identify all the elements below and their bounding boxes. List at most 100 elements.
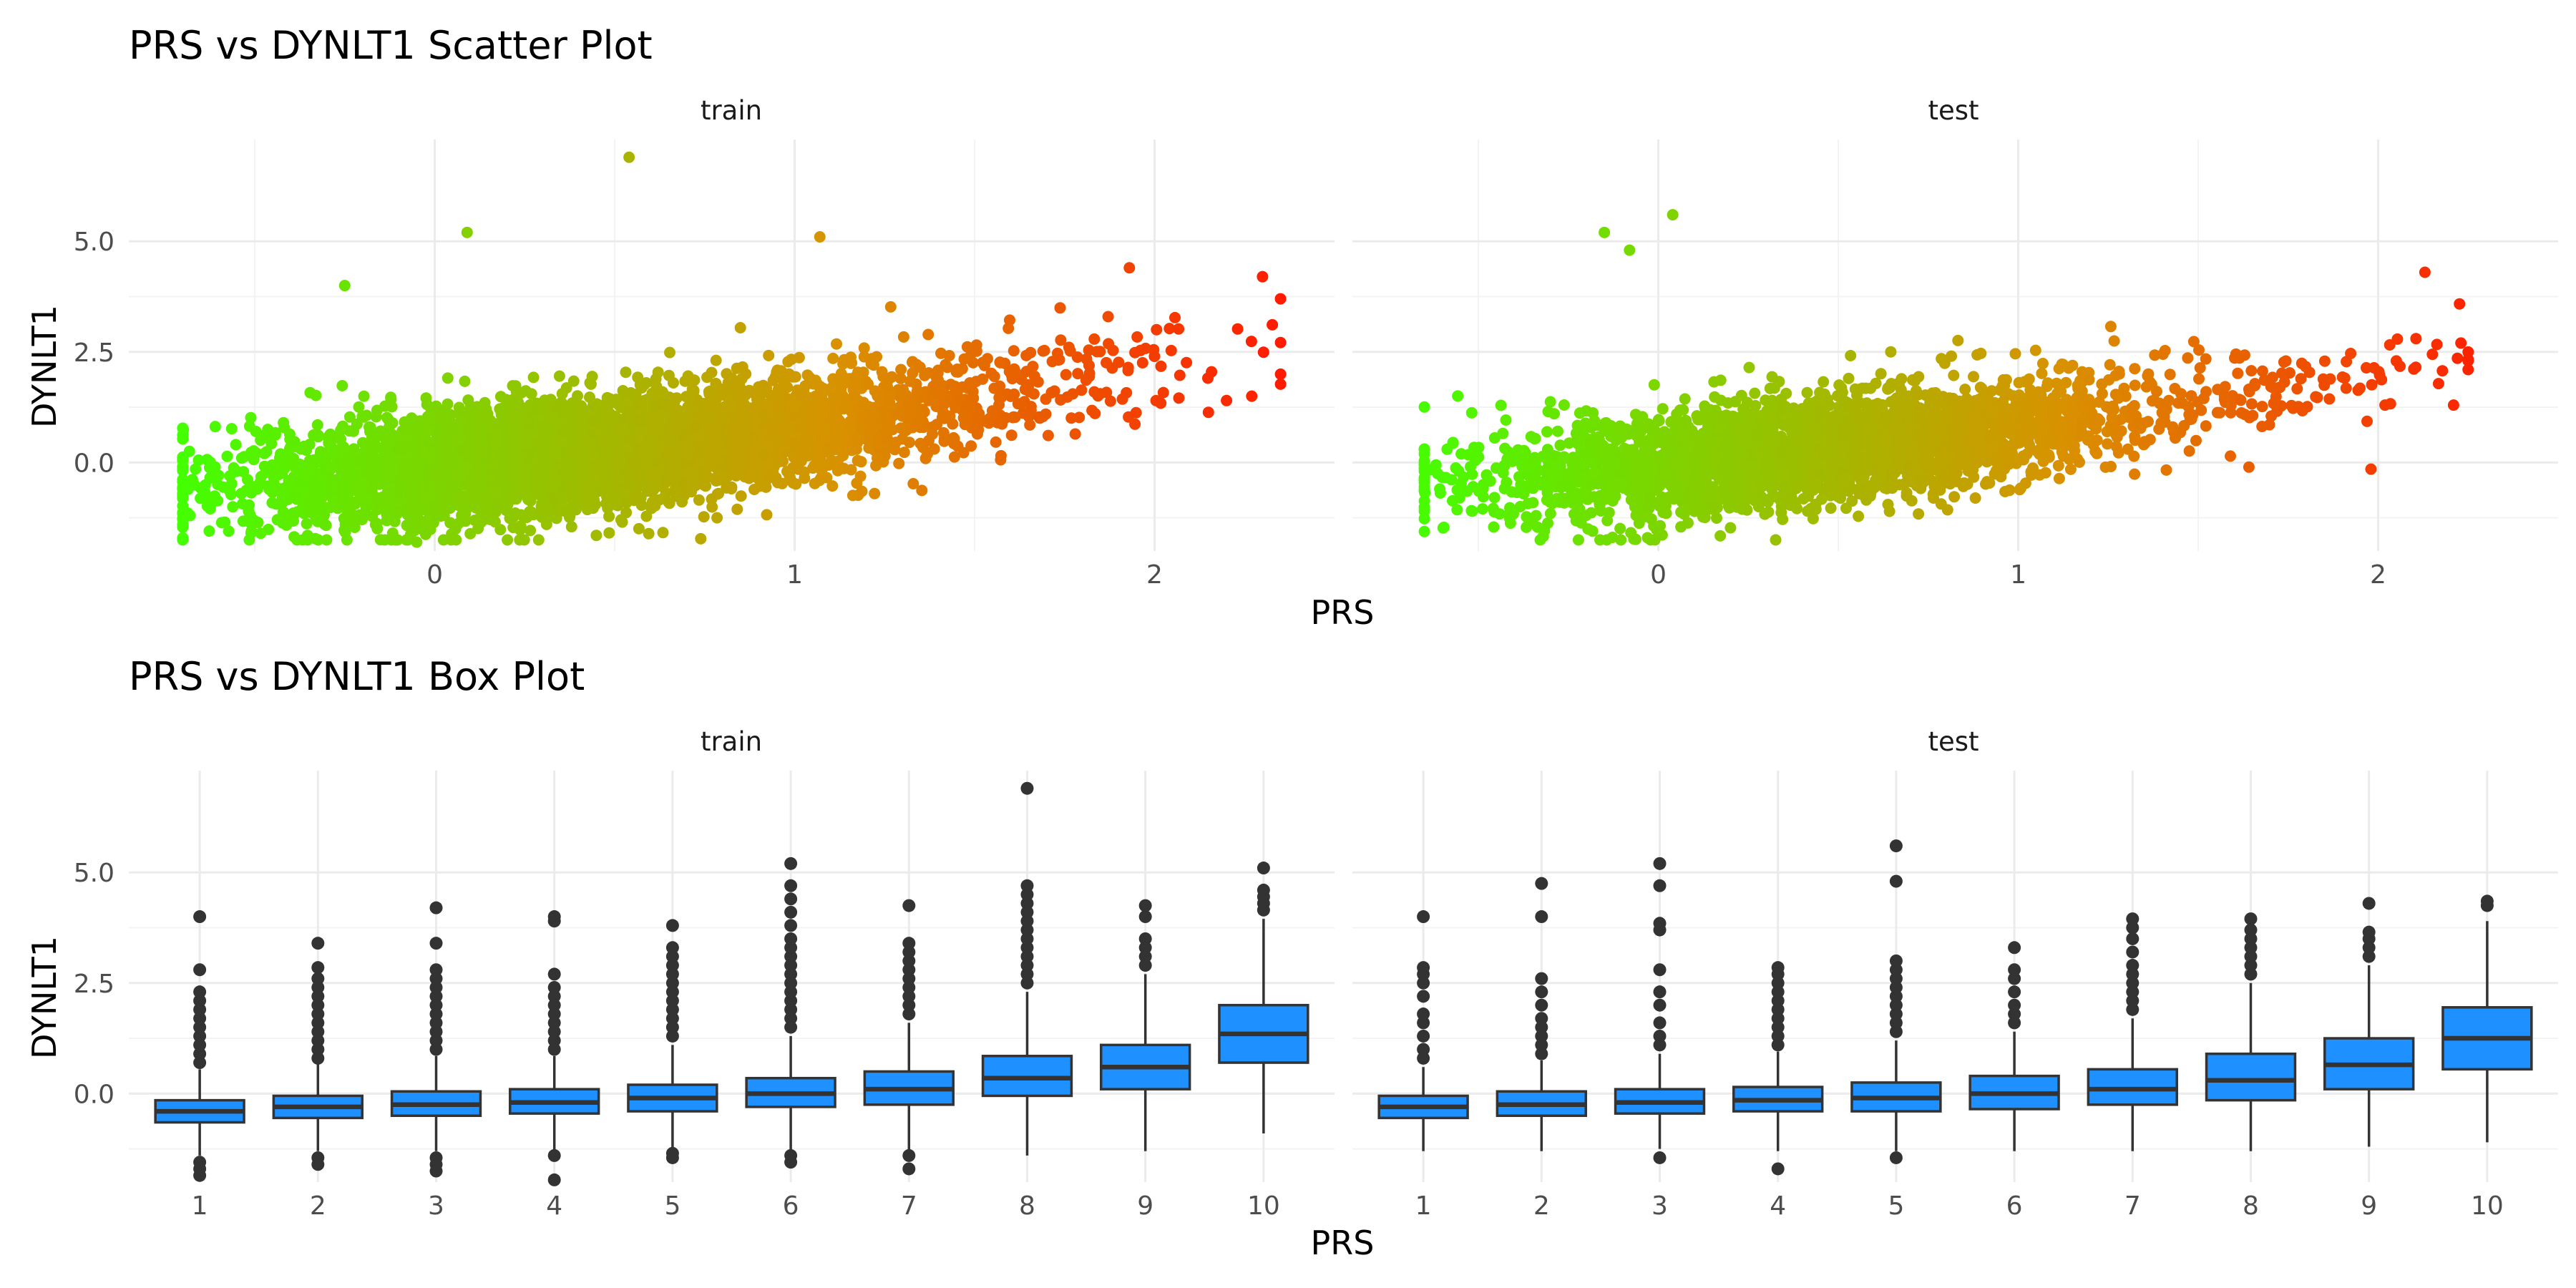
scatter-point <box>199 479 211 491</box>
scatter-point <box>237 498 248 509</box>
scatter-point <box>587 448 599 460</box>
scatter-point <box>515 509 527 521</box>
scatter-point <box>1174 369 1186 381</box>
scatter-point <box>1025 346 1037 358</box>
scatter-point <box>723 404 736 416</box>
scatter-point <box>354 456 366 468</box>
scatter-point <box>693 431 705 443</box>
scatter-point <box>632 442 644 454</box>
scatter-point <box>288 489 300 501</box>
scatter-point <box>628 494 640 507</box>
scatter-point <box>412 456 424 468</box>
scatter-point <box>758 449 770 462</box>
scatter-point <box>295 479 306 492</box>
scatter-point <box>664 346 675 358</box>
scatter-point <box>1148 351 1161 362</box>
scatter-facet-label-test: test <box>1928 95 1979 126</box>
scatter-point <box>965 440 977 452</box>
scatter-title: PRS vs DYNLT1 Scatter Plot <box>129 23 653 68</box>
scatter-point <box>706 501 718 513</box>
scatter-point <box>1102 311 1114 323</box>
scatter-point <box>1155 397 1167 409</box>
scatter-point <box>763 349 775 361</box>
scatter-point <box>558 460 570 472</box>
scatter-point <box>235 452 248 464</box>
scatter-point <box>858 342 870 354</box>
scatter-point <box>652 441 664 453</box>
scatter-point <box>970 345 982 357</box>
scatter-point <box>204 503 216 514</box>
scatter-point <box>490 483 502 495</box>
scatter-point <box>225 423 238 435</box>
scatter-point <box>1008 363 1020 375</box>
scatter-point <box>743 472 754 484</box>
scatter-point <box>404 489 416 502</box>
scatter-point <box>227 501 239 513</box>
scatter-point <box>761 509 773 521</box>
scatter-point <box>713 487 725 499</box>
scatter-point <box>958 353 970 365</box>
scatter-point <box>235 487 248 499</box>
scatter-point <box>371 404 383 416</box>
scatter-point <box>203 525 215 537</box>
scatter-point <box>622 442 634 454</box>
scatter-point <box>223 525 235 537</box>
scatter-point <box>464 527 477 540</box>
scatter-point <box>1014 398 1026 410</box>
scatter-point <box>735 490 747 502</box>
scatter-point <box>872 452 883 464</box>
scatter-point <box>816 399 828 411</box>
scatter-point <box>1151 323 1163 336</box>
scatter-point <box>739 389 751 401</box>
scatter-point <box>1064 345 1076 357</box>
scatter-point <box>273 452 286 464</box>
scatter-point <box>255 527 267 540</box>
scatter-point <box>844 421 857 433</box>
scatter-point <box>680 391 692 403</box>
scatter-point <box>291 534 303 546</box>
scatter-point <box>793 351 805 364</box>
scatter-point <box>1055 334 1067 346</box>
scatter-point <box>1274 378 1287 390</box>
scatter-point <box>827 352 839 364</box>
scatter-point <box>270 498 282 510</box>
scatter-point <box>733 453 745 465</box>
scatter-point <box>836 371 849 383</box>
scatter-point <box>248 445 260 457</box>
scatter-point <box>707 412 719 424</box>
scatter-point <box>828 440 840 452</box>
scatter-point <box>595 457 608 468</box>
scatter-point <box>438 494 450 507</box>
scatter-point <box>245 411 257 424</box>
scatter-point <box>817 420 829 432</box>
scatter-point <box>1267 318 1279 331</box>
scatter-point <box>389 515 401 527</box>
scatter-point <box>494 391 507 403</box>
scatter-point <box>278 482 291 494</box>
scatter-point <box>1037 345 1049 357</box>
scatter-point <box>768 398 780 410</box>
scatter-point <box>1088 386 1101 398</box>
scatter-point <box>893 457 905 469</box>
scatter-point <box>565 485 577 497</box>
scatter-point <box>570 504 582 516</box>
scatter-point <box>1005 429 1018 441</box>
scatter-point <box>1130 406 1142 419</box>
scatter-point <box>521 436 533 449</box>
scatter-point <box>484 514 496 525</box>
scatter-point <box>507 522 519 534</box>
scatter-point <box>895 364 907 376</box>
scatter-point <box>464 426 476 438</box>
scatter-point <box>957 447 970 459</box>
scatter-point <box>883 373 895 385</box>
scatter-point <box>778 429 790 441</box>
scatter-point <box>574 406 586 419</box>
scatter-point <box>596 469 608 481</box>
scatter-point <box>711 512 723 524</box>
scatter-point <box>364 421 376 434</box>
scatter-point <box>1024 419 1036 431</box>
scatter-point <box>809 477 821 489</box>
scatter-point <box>831 464 844 477</box>
scatter-point <box>814 457 826 469</box>
